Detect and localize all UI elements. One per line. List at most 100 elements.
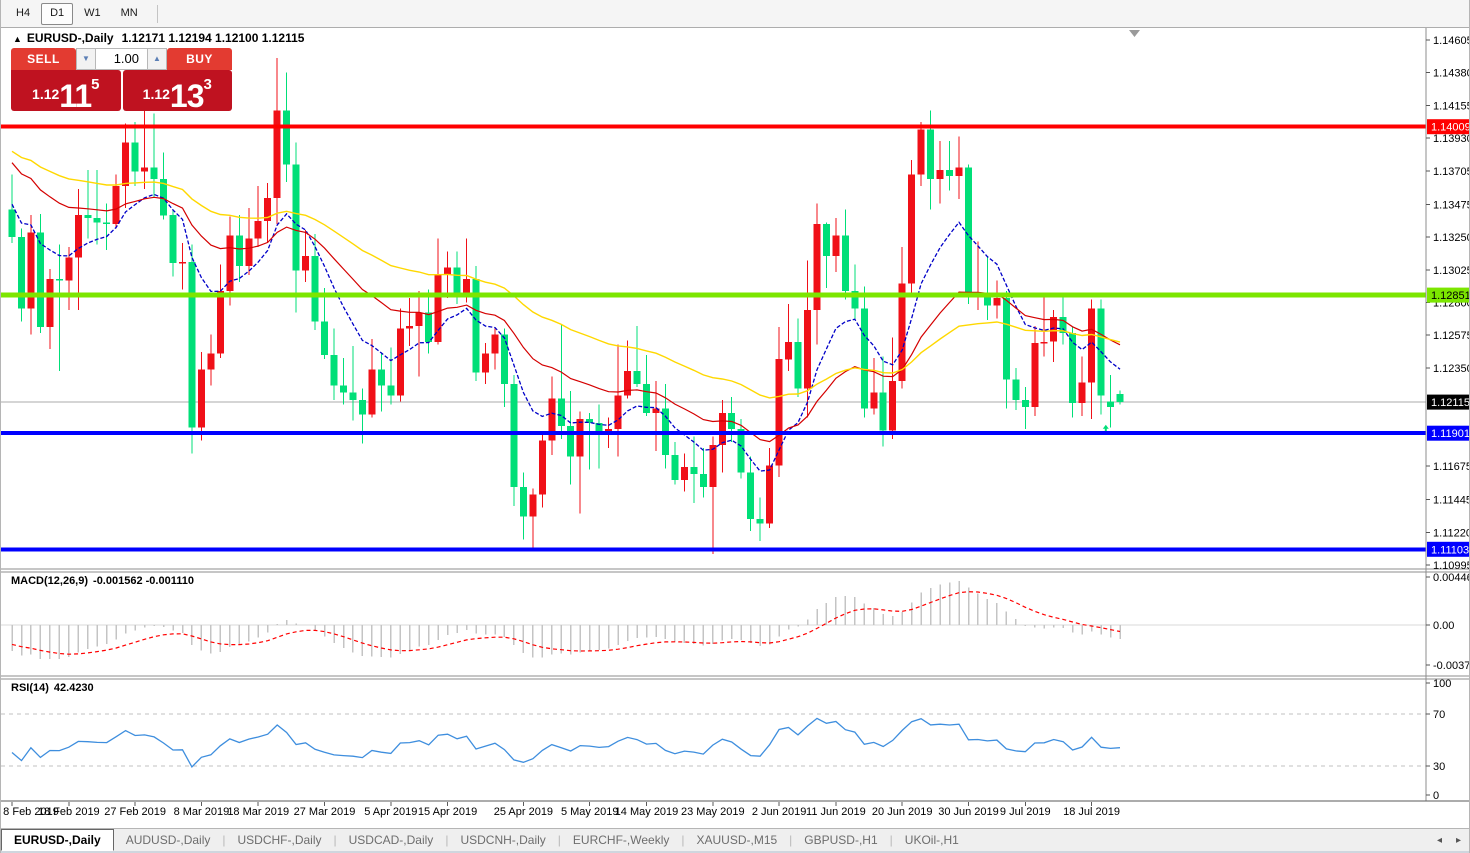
svg-text:25 Apr 2019: 25 Apr 2019 [494, 806, 553, 818]
rsi-value: 42.4230 [53, 682, 94, 694]
svg-text:5 May 2019: 5 May 2019 [561, 806, 618, 818]
chart-title: ▲ EURUSD-,Daily 1.12171 1.12194 1.12100 1.… [13, 31, 304, 45]
svg-text:30: 30 [1433, 761, 1445, 773]
svg-text:1.11103: 1.11103 [1431, 544, 1469, 556]
svg-text:0: 0 [1433, 790, 1439, 802]
tab-usdcnh-daily[interactable]: USDCNH-,Daily [460, 833, 546, 847]
timeframe-button-w1[interactable]: W1 [84, 6, 101, 19]
volume-increase-button[interactable]: ▲ [147, 48, 167, 70]
svg-text:1.11901: 1.11901 [1431, 428, 1470, 440]
buy-button[interactable]: BUY [167, 48, 232, 70]
timeframe-toolbar: H4 D1 W1 MN [1, 0, 1469, 28]
window-bottom-edge [1, 851, 1469, 853]
svg-text:5 Apr 2019: 5 Apr 2019 [364, 806, 417, 818]
svg-text:2 Jun 2019: 2 Jun 2019 [752, 806, 806, 818]
tab-separator: | [789, 833, 793, 847]
svg-text:20 Jun 2019: 20 Jun 2019 [872, 806, 933, 818]
tab-gbpusd-h1[interactable]: GBPUSD-,H1 [804, 833, 878, 847]
tab-scroll-left-icon[interactable]: ◂ [1436, 834, 1442, 846]
buy-price-big: 13 [169, 78, 205, 114]
svg-text:9 Jul 2019: 9 Jul 2019 [1000, 806, 1051, 818]
svg-text:23 May 2019: 23 May 2019 [681, 806, 745, 818]
tab-eurchf-weekly[interactable]: EURCHF-,Weekly [572, 833, 670, 847]
svg-text:18 Feb 2019: 18 Feb 2019 [38, 806, 100, 818]
svg-text:-0.003715: -0.003715 [1433, 660, 1470, 672]
tab-separator: | [889, 833, 893, 847]
svg-text:1.13705: 1.13705 [1433, 166, 1470, 178]
svg-text:1.12350: 1.12350 [1433, 363, 1470, 375]
sell-button[interactable]: SELL [11, 48, 76, 70]
timeframe-button-mn[interactable]: MN [120, 6, 138, 19]
timeframe-button-d1[interactable]: D1 [41, 2, 74, 25]
svg-text:1.13250: 1.13250 [1433, 232, 1470, 244]
svg-text:1.12575: 1.12575 [1433, 330, 1470, 342]
ma-lines-layer [11, 150, 1121, 472]
rsi-label: RSI(14) 42.4230 [11, 682, 99, 694]
macd-label: MACD(12,26,9) -0.001562 -0.001110 [11, 575, 199, 587]
tab-separator: | [681, 833, 685, 847]
sell-price-display[interactable]: 1.12115 [11, 70, 121, 114]
svg-text:70: 70 [1433, 709, 1445, 721]
buy-price-display[interactable]: 1.12133 [122, 70, 232, 114]
sell-price-sup: 5 [91, 76, 100, 93]
hlines-layer [1, 124, 1426, 552]
svg-text:18 Mar 2019: 18 Mar 2019 [227, 806, 289, 818]
svg-text:14 May 2019: 14 May 2019 [615, 806, 679, 818]
svg-text:1.14605: 1.14605 [1433, 35, 1470, 47]
svg-text:1.13930: 1.13930 [1433, 133, 1470, 145]
svg-text:15 Apr 2019: 15 Apr 2019 [418, 806, 477, 818]
svg-text:8 Mar 2019: 8 Mar 2019 [174, 806, 230, 818]
tab-separator: | [445, 833, 449, 847]
macd-pane [1, 580, 1426, 660]
buy-price-prefix: 1.12 [142, 86, 170, 102]
tab-separator: | [557, 833, 561, 847]
buy-price-sup: 3 [203, 76, 212, 93]
svg-text:1.14155: 1.14155 [1433, 100, 1470, 112]
svg-text:100: 100 [1433, 678, 1451, 690]
svg-text:1.11675: 1.11675 [1433, 461, 1470, 473]
svg-text:1.13475: 1.13475 [1433, 199, 1470, 211]
tab-usdchf-daily[interactable]: USDCHF-,Daily [237, 833, 322, 847]
timeframe-button-h4[interactable]: H4 [16, 6, 31, 19]
sell-price-big: 11 [59, 78, 92, 114]
svg-text:8 Feb 2019: 8 Feb 2019 [3, 806, 59, 818]
tab-scroll-right-icon[interactable]: ▸ [1455, 834, 1461, 846]
arrow-up-icon [1102, 424, 1109, 432]
autoscroll-marker-icon [1129, 30, 1140, 37]
svg-text:1.13025: 1.13025 [1433, 265, 1470, 277]
tab-ukoil-h1[interactable]: UKOil-,H1 [904, 833, 959, 847]
tab-eurusd-daily[interactable]: EURUSD-,Daily [1, 829, 114, 851]
symbol-dropdown-icon[interactable]: ▲ [13, 34, 22, 44]
svg-text:1.11220: 1.11220 [1433, 527, 1470, 539]
svg-text:0.004465: 0.004465 [1433, 572, 1470, 584]
svg-text:27 Mar 2019: 27 Mar 2019 [294, 806, 356, 818]
tab-separator: | [333, 833, 337, 847]
macd-values: -0.001562 -0.001110 [93, 575, 194, 587]
rsi-pane [1, 713, 1426, 768]
macd-name: MACD(12,26,9) [11, 575, 89, 587]
one-click-trade-panel: SELL ▼ 1.00 ▲ BUY 1.12115 1.12133 [11, 48, 232, 114]
candles-layer [8, 58, 1124, 555]
chart-symbol: EURUSD-,Daily [26, 31, 114, 45]
rsi-name: RSI(14) [11, 682, 49, 694]
tab-separator: | [222, 833, 226, 847]
volume-decrease-button[interactable]: ▼ [76, 48, 96, 70]
svg-text:1.14009: 1.14009 [1431, 122, 1470, 134]
chart-ohlc-values: 1.12171 1.12194 1.12100 1.12115 [121, 31, 305, 45]
tab-scroll-arrows: ◂ ▸ [1436, 829, 1469, 851]
tab-audusd-daily[interactable]: AUDUSD-,Daily [125, 833, 211, 847]
svg-text:30 Jun 2019: 30 Jun 2019 [938, 806, 999, 818]
volume-input[interactable]: 1.00 [96, 48, 147, 70]
tab-xauusd-m15[interactable]: XAUUSD-,M15 [696, 833, 778, 847]
svg-text:27 Feb 2019: 27 Feb 2019 [104, 806, 166, 818]
svg-text:0.00: 0.00 [1433, 620, 1454, 632]
sell-price-prefix: 1.12 [32, 86, 60, 102]
svg-text:1.12851: 1.12851 [1431, 290, 1470, 302]
svg-text:1.14380: 1.14380 [1433, 68, 1470, 80]
price-scale: 1.14605 1.14380 1.14155 1.13930 1.13705 1.134… [1425, 28, 1470, 802]
tab-usdcad-daily[interactable]: USDCAD-,Daily [348, 833, 434, 847]
svg-text:1.10995: 1.10995 [1433, 560, 1470, 572]
